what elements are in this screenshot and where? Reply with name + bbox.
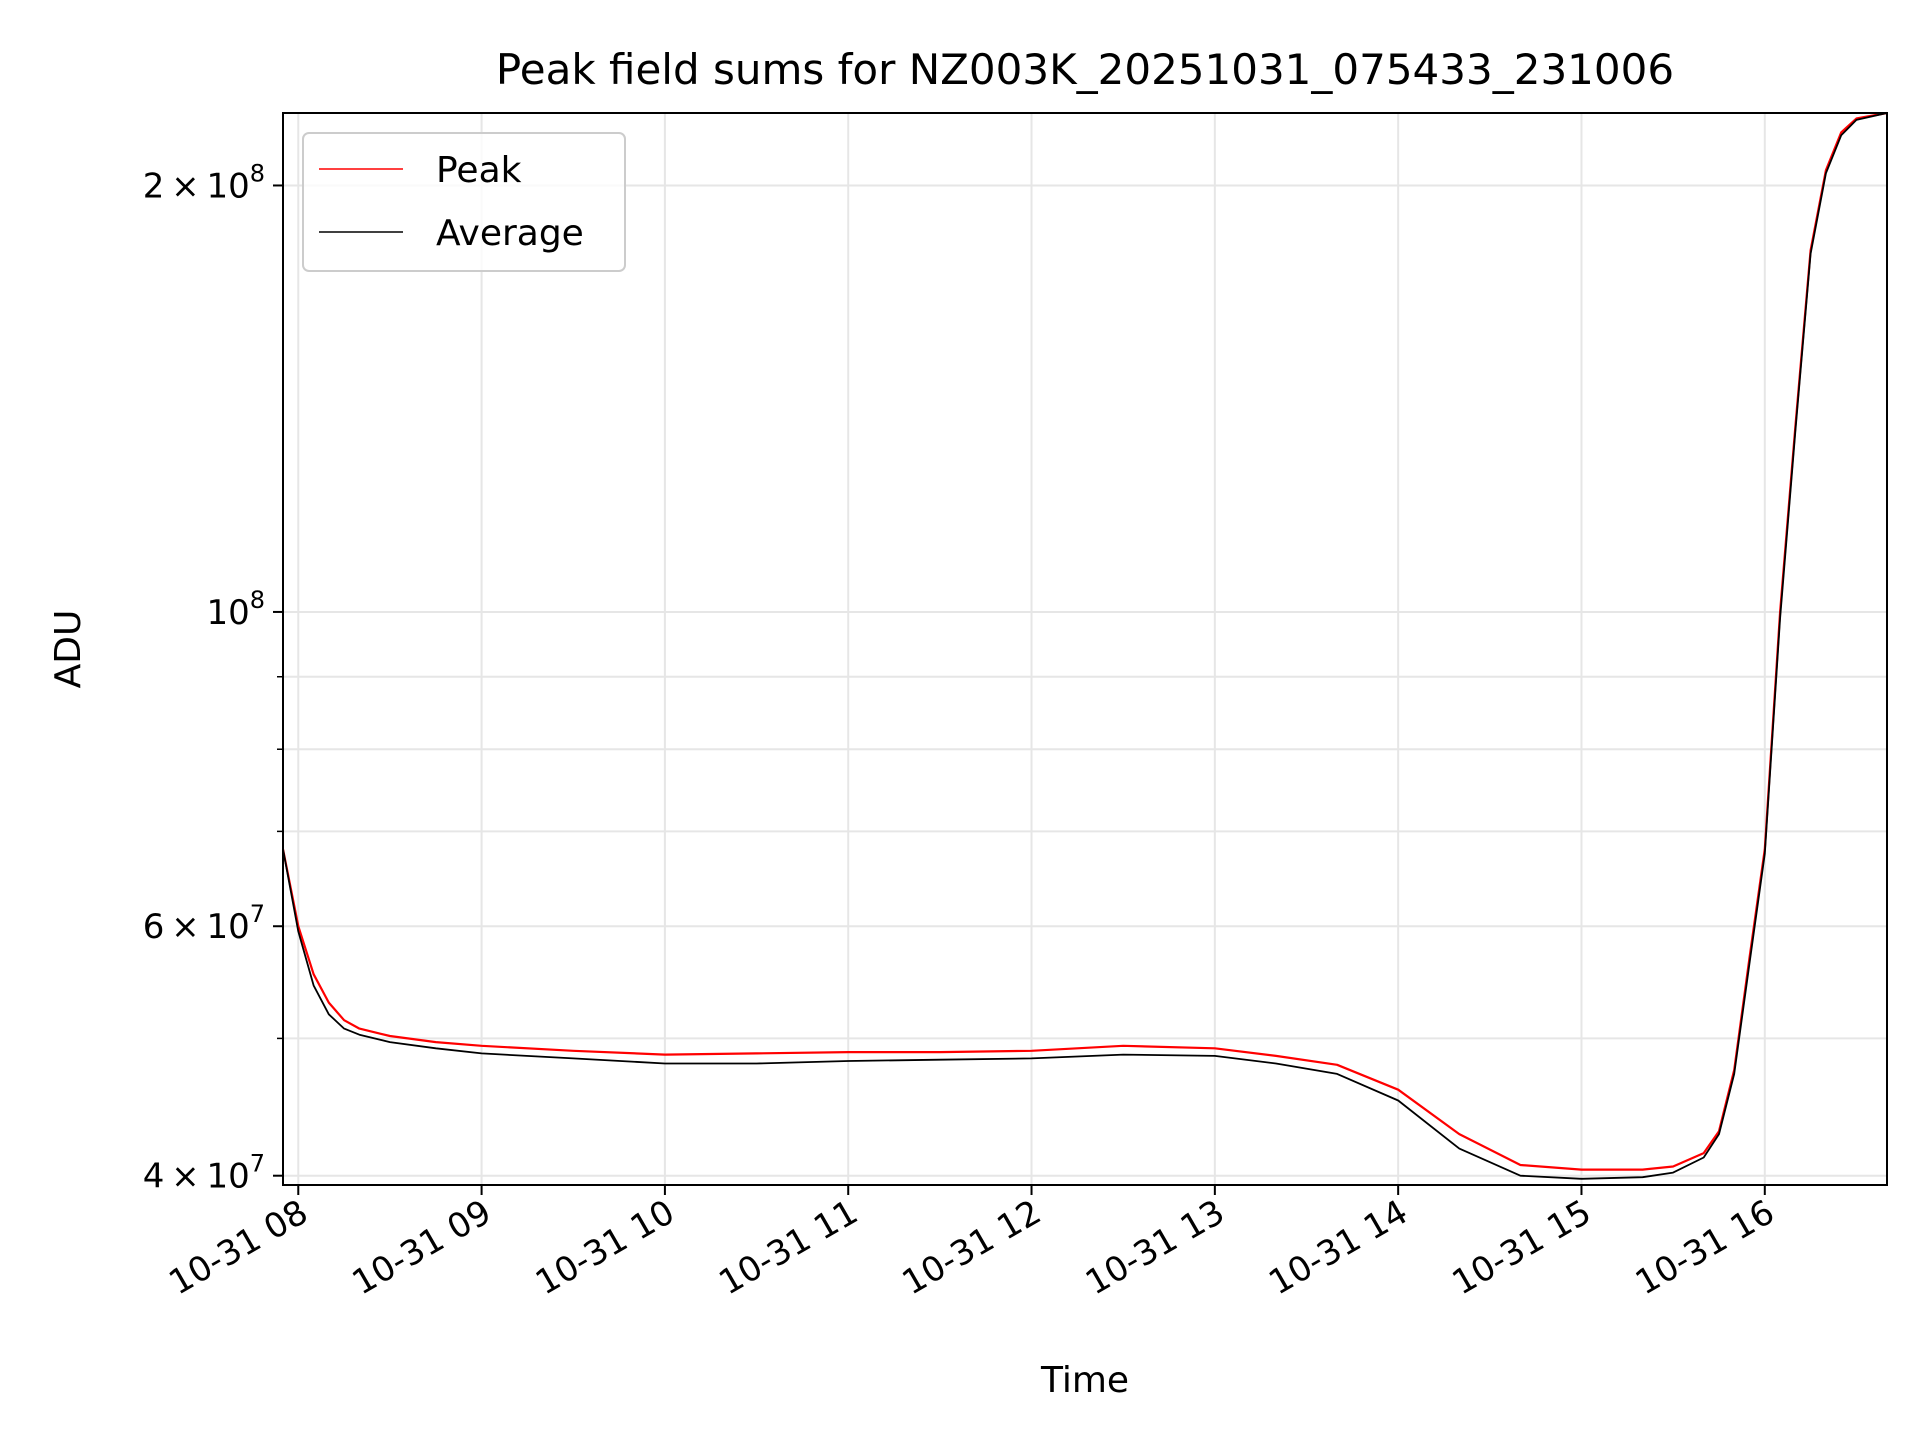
legend: Peak Average <box>302 132 626 272</box>
legend-box <box>302 132 626 272</box>
series-layer <box>281 111 1888 1180</box>
y-tick-label-base-1: 6 × 10 <box>143 907 250 947</box>
y-tick-label-exponent-2: 8 <box>250 586 265 614</box>
y-tick-label-base-3: 2 × 10 <box>143 166 250 206</box>
plot-area-frame <box>282 112 1888 1186</box>
grid-layer <box>283 113 1887 1185</box>
y-axis-label: ADU <box>48 610 89 689</box>
chart-title: Peak field sums for NZ003K_20251031_0754… <box>496 45 1674 94</box>
legend-label-average: Average <box>436 213 584 254</box>
y-tick-label-exponent-3: 8 <box>250 159 265 187</box>
legend-label-peak: Peak <box>436 150 522 191</box>
y-tick-label-1: 6 × 107 <box>143 900 265 947</box>
y-tick-label-0: 4 × 107 <box>143 1150 265 1197</box>
y-tick-label-exponent-0: 7 <box>250 1150 265 1178</box>
y-tick-label-3: 2 × 108 <box>143 159 265 206</box>
y-tick-label-base-0: 4 × 10 <box>143 1157 250 1197</box>
y-tick-label-2: 108 <box>206 586 265 633</box>
y-tick-label-exponent-1: 7 <box>250 900 265 928</box>
series-line-average <box>282 112 1888 1180</box>
x-axis-label: Time <box>1040 1360 1129 1401</box>
y-tick-label-base-2: 10 <box>206 593 249 633</box>
